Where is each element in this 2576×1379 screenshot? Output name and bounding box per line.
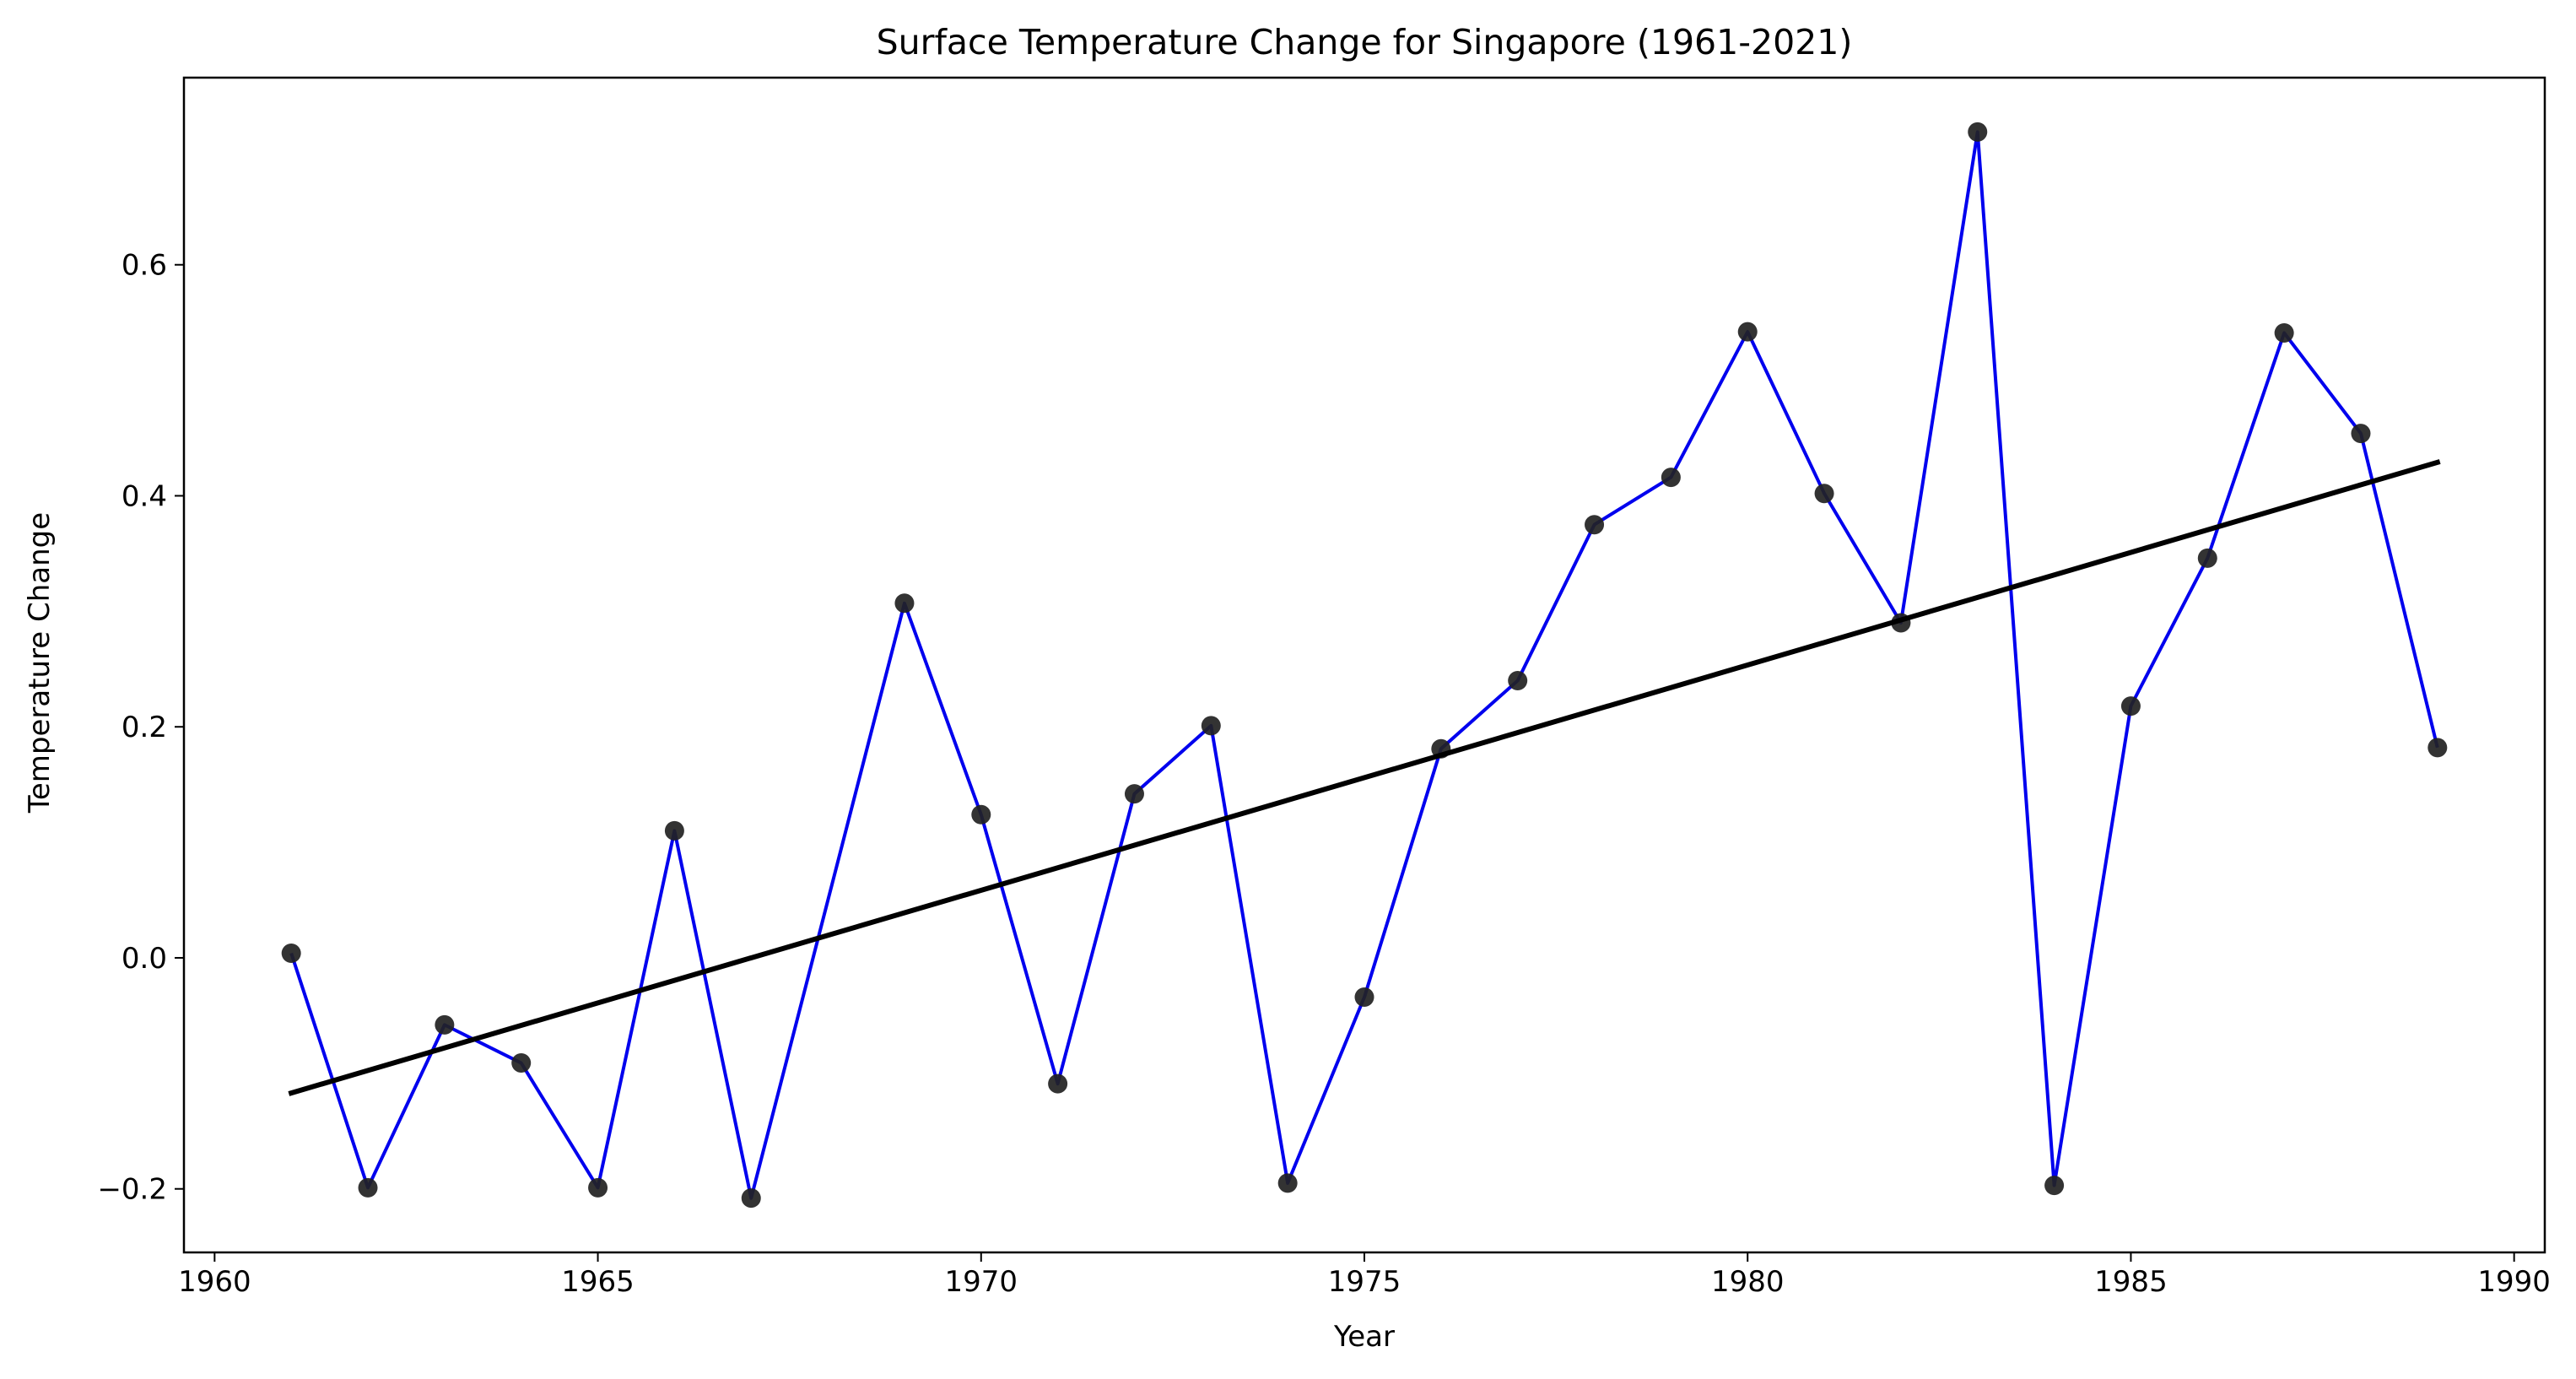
y-tick-label: 0.0 <box>122 942 167 976</box>
data-point <box>281 943 301 963</box>
data-point <box>588 1177 608 1198</box>
data-point <box>511 1053 532 1073</box>
y-tick-label: 0.4 <box>122 479 167 513</box>
data-point <box>1124 784 1144 804</box>
x-axis-label: Year <box>1333 1320 1395 1354</box>
x-tick-label: 1965 <box>561 1265 635 1299</box>
data-point <box>741 1188 761 1209</box>
data-point <box>2197 548 2217 568</box>
data-point <box>1277 1173 1298 1193</box>
data-point <box>1814 484 1834 504</box>
data-point <box>1354 987 1374 1008</box>
trend-line <box>288 459 2441 1096</box>
y-tick-label: −0.2 <box>97 1173 167 1207</box>
x-tick-label: 1975 <box>1328 1265 1401 1299</box>
data-point <box>2274 322 2294 343</box>
data-point <box>435 1014 455 1035</box>
data-point <box>2351 424 2371 444</box>
x-tick-label: 1990 <box>2477 1265 2551 1299</box>
y-tick-label: 0.2 <box>122 711 167 744</box>
y-axis: −0.2 0.0 0.2 0.4 0.6 <box>97 249 184 1207</box>
data-point <box>894 593 915 614</box>
data-point <box>1661 468 1681 488</box>
data-point <box>2120 696 2141 717</box>
data-point <box>1048 1073 1068 1094</box>
data-point <box>664 820 684 841</box>
data-point <box>2427 738 2448 758</box>
x-tick-label: 1980 <box>1711 1265 1785 1299</box>
x-tick-label: 1970 <box>945 1265 1018 1299</box>
data-point <box>1737 322 1758 342</box>
series-line <box>289 130 2439 1200</box>
data-point <box>358 1177 378 1198</box>
data-point <box>2044 1176 2065 1196</box>
data-point <box>1585 515 1605 535</box>
chart-title: Surface Temperature Change for Singapore… <box>877 22 1853 62</box>
x-tick-label: 1960 <box>178 1265 251 1299</box>
x-tick-label: 1985 <box>2094 1265 2168 1299</box>
x-axis: 1960 1965 1970 1975 1980 1985 1990 <box>178 1252 2551 1299</box>
data-point <box>1201 716 1221 736</box>
data-point <box>971 804 991 825</box>
y-axis-label: Temperature Change <box>23 512 57 814</box>
y-tick-label: 0.6 <box>122 249 167 283</box>
data-point <box>1508 670 1528 690</box>
data-point <box>1968 122 1988 142</box>
